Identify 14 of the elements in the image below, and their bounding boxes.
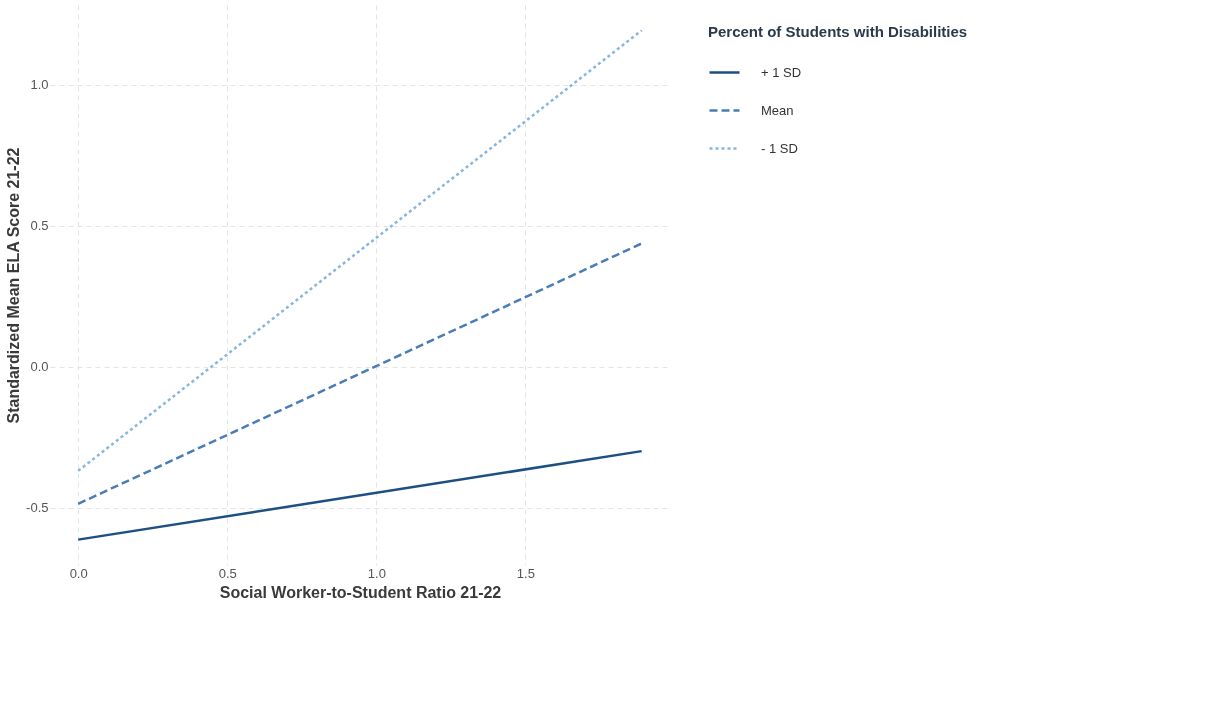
x-tick-label: 1.0 [367, 565, 386, 581]
legend-title: Percent of Students with Disabilities [708, 23, 968, 40]
x-tick-label: 0.5 [218, 565, 237, 581]
legend-label: Mean [761, 102, 794, 118]
y-tick-label: -0.5 [26, 500, 49, 516]
x-tick-label: 1.5 [516, 565, 535, 581]
y-axis-title: Standardized Mean ELA Score 21-22 [5, 147, 23, 424]
y-tick-label: 1.0 [30, 77, 49, 93]
x-tick-label: 0.0 [69, 565, 88, 581]
y-tick-label: 0.0 [30, 359, 49, 375]
x-axis-title: Social Worker-to-Student Ratio 21-22 [219, 583, 502, 601]
legend-label: + 1 SD [761, 64, 802, 80]
legend-label: - 1 SD [761, 140, 798, 156]
y-tick-label: 0.5 [30, 218, 49, 234]
